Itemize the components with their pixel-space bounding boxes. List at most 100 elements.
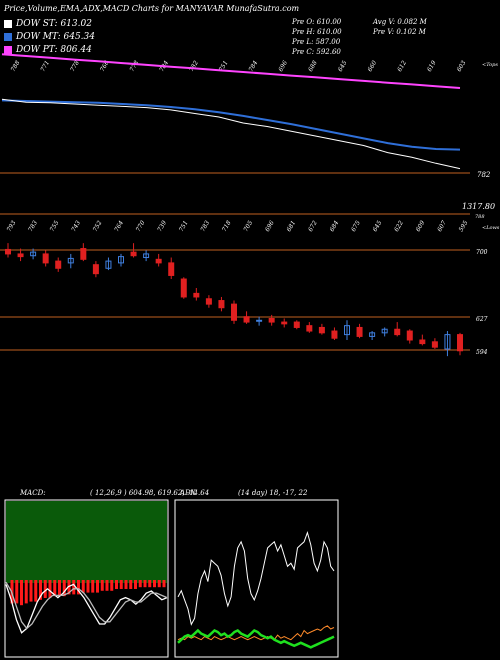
ema-top-label: 645: [337, 59, 349, 73]
candle-top-label: 751: [178, 220, 190, 233]
candle-body: [42, 253, 49, 264]
candle-body: [118, 256, 124, 264]
macd-histogram-bar: [110, 580, 114, 591]
candle-top-label: 705: [242, 219, 254, 233]
candle-body: [5, 248, 11, 255]
candle-top-label: 595: [458, 219, 470, 233]
candle-body: [80, 248, 87, 260]
macd-histogram-bar: [24, 580, 28, 604]
candle-body: [293, 321, 300, 328]
ema-value-tag: 1317.80: [462, 202, 495, 211]
chart-title: Price,Volume,EMA,ADX,MACD Charts for MAN…: [4, 4, 300, 13]
macd-histogram-bar: [105, 580, 109, 591]
candle-body: [105, 260, 112, 269]
candle-top-label: 783: [27, 219, 39, 233]
legend-st-label: DOW ST: 613.02: [16, 19, 92, 29]
macd-histogram-bar: [157, 580, 161, 588]
candle-top-label: 672: [307, 219, 319, 233]
legend-pt-label: DOW PT: 806.44: [16, 45, 92, 55]
macd-line: [5, 583, 168, 634]
macd-histogram-bar: [62, 580, 66, 597]
candle-body: [318, 326, 325, 334]
dow-mt-line: [1, 99, 461, 151]
candle-level-594-label: 594: [476, 349, 488, 356]
macd-histogram-bar: [20, 580, 23, 606]
macd-histogram-bar: [15, 580, 19, 604]
legend-mt-label: DOW MT: 645.34: [16, 32, 95, 42]
ema-top-label: 696: [277, 59, 289, 73]
macd-histogram-bar: [96, 580, 99, 593]
adx-label: ADX: [179, 489, 197, 497]
candle-top-label: 783: [199, 219, 211, 233]
stat-pre-volume: Pre V: 0.102 M: [373, 28, 426, 36]
macd-histogram-bar: [119, 580, 123, 589]
candle-body: [17, 253, 24, 258]
ema-bottom-tag: 788: [475, 214, 485, 220]
macd-histogram-bar: [162, 580, 166, 588]
candle-body: [243, 316, 250, 323]
macd-histogram-bar: [148, 580, 152, 588]
macd-histogram-bar: [124, 580, 128, 589]
candle-top-labels: 793 783 755 743 752 764 770 739 751 783 718 705 696 6…: [6, 219, 470, 233]
candle-top-label: 645: [372, 219, 384, 233]
candle-body: [457, 334, 463, 352]
candle-body: [205, 298, 212, 305]
dow-st-line: [1, 98, 461, 170]
candle-body: [431, 341, 438, 348]
candle-body: [356, 326, 363, 337]
candle-level-700-label: 700: [476, 249, 488, 256]
ema-top-label: 603: [456, 59, 468, 73]
candle-top-label: 681: [285, 220, 297, 233]
legend-st-swatch: [4, 20, 12, 28]
macd-histogram-bar: [39, 580, 42, 600]
macd-histogram-bar: [100, 580, 104, 591]
macd-lines: [5, 581, 168, 634]
ema-price-tag: 782: [477, 171, 491, 179]
legend-mt-swatch: [4, 33, 12, 41]
stat-high: Pre H: 610.00: [292, 28, 342, 36]
candle-body: [419, 339, 426, 345]
candle-body: [168, 262, 175, 276]
candle-body: [55, 260, 62, 269]
candle-body: [30, 251, 37, 257]
macd-green-area: [6, 501, 167, 583]
legend-mt: DOW MT: 645.34: [4, 32, 95, 42]
macd-histogram-bar: [43, 580, 47, 598]
ema-top-label: 688: [307, 59, 319, 73]
candle-body: [92, 264, 99, 275]
ema-top-label: 660: [366, 59, 378, 73]
dow-pt-line: [1, 53, 461, 89]
candle-body: [381, 328, 388, 334]
macd-histogram-bar: [153, 580, 156, 588]
candle-body: [180, 278, 187, 298]
ema-lines: [1, 53, 461, 170]
ema-top-label: 612: [396, 59, 408, 73]
ema-right-label: <Tops: [482, 62, 498, 68]
candle-body: [444, 334, 451, 350]
candle-top-label: 770: [135, 219, 147, 233]
macd-histogram-bar: [58, 580, 61, 597]
candle-level-627-label: 627: [476, 316, 488, 323]
macd-histogram-bar: [91, 580, 95, 593]
stat-close: Pre C: 592.60: [292, 48, 341, 56]
macd-histogram-bar: [143, 580, 147, 588]
macd-histogram-bar: [86, 580, 90, 593]
macd-label: MACD:: [19, 489, 46, 497]
candle-top-label: 607: [436, 219, 448, 233]
candle-top-label: 684: [329, 219, 341, 233]
candle-top-label: 764: [113, 219, 125, 233]
legend-pt-swatch: [4, 46, 12, 54]
candle-top-label: 793: [6, 219, 18, 233]
stat-avg-volume: Avg V: 0.082 M: [373, 18, 427, 26]
stat-low: Pre L: 587.00: [292, 38, 341, 46]
ema-top-label: 784: [248, 59, 260, 73]
ema-top-label: 788: [10, 59, 22, 73]
candle-body: [406, 330, 413, 341]
macd-histogram-bar: [134, 580, 137, 589]
macd-histogram: [10, 580, 166, 606]
candle-body: [394, 328, 401, 336]
macd-histogram-bar: [34, 580, 38, 602]
macd-histogram-bar: [48, 580, 52, 598]
candle-top-label: 609: [415, 219, 427, 233]
macd-histogram-bar: [77, 580, 80, 595]
